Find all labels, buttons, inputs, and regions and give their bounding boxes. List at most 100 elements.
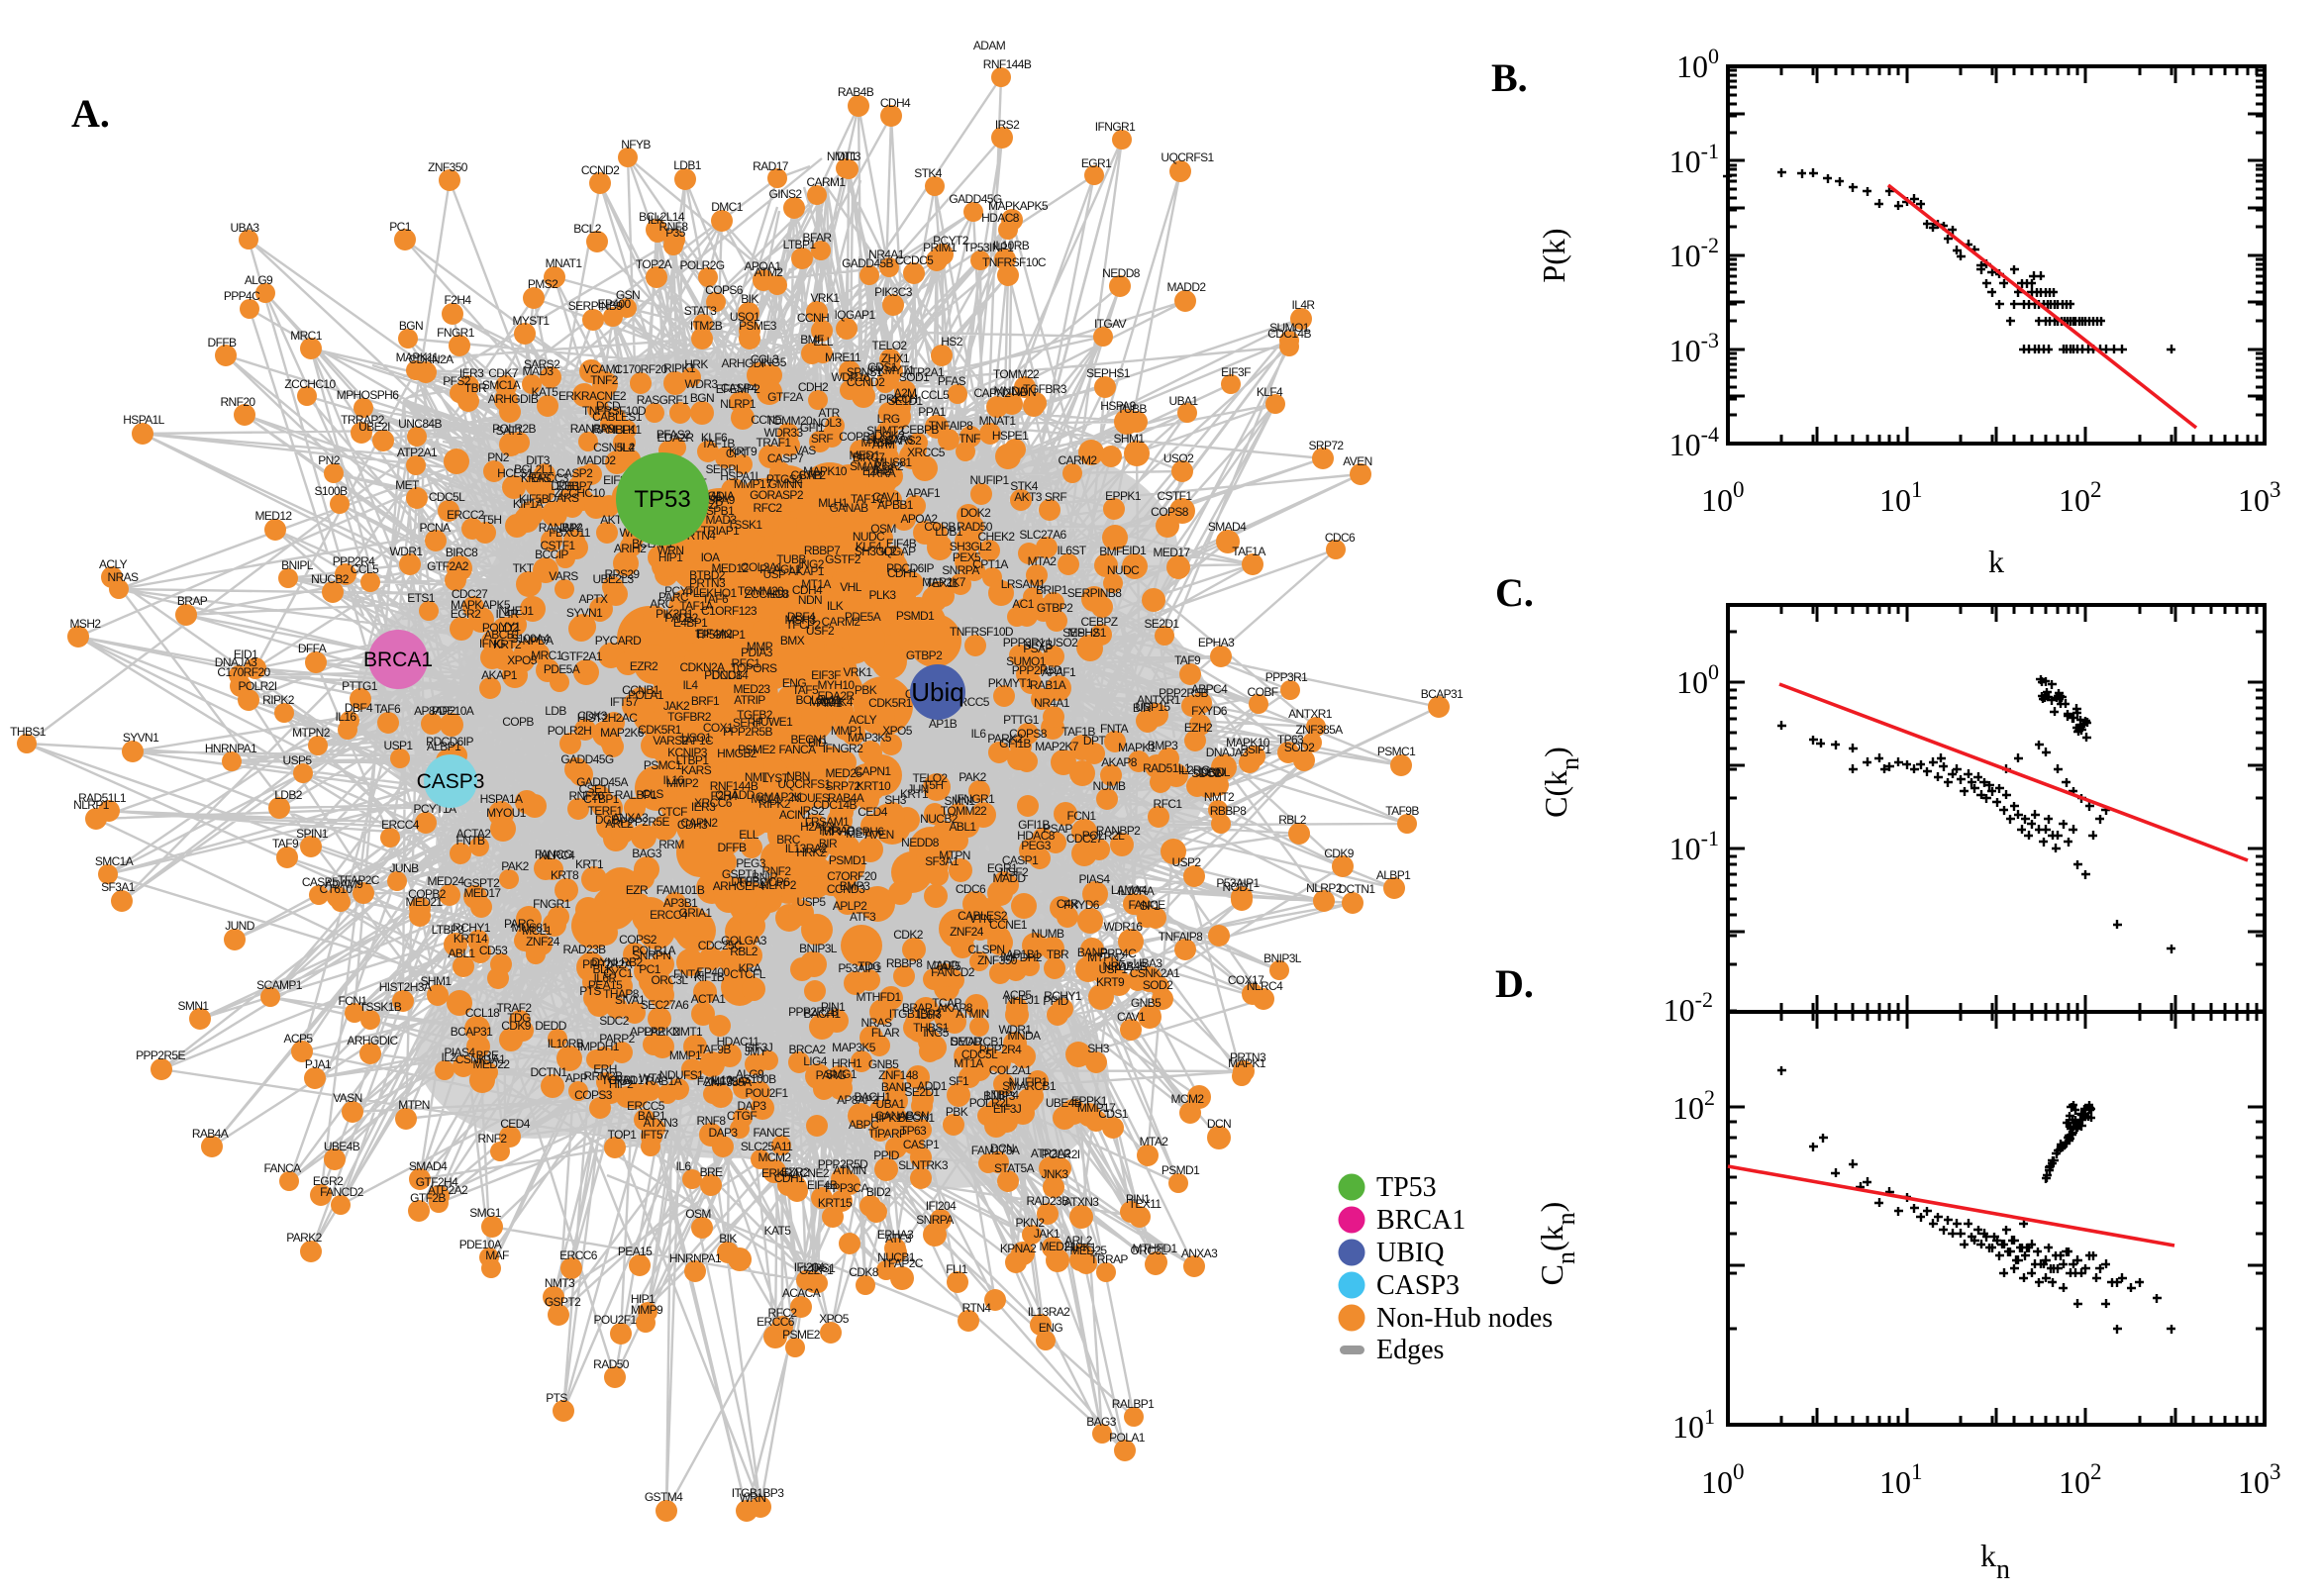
svg-text:NPDA: NPDA <box>523 634 555 648</box>
svg-text:FANCG: FANCG <box>535 848 573 861</box>
svg-text:CAPN1: CAPN1 <box>854 764 891 778</box>
svg-text:PDCD6IP: PDCD6IP <box>886 561 934 575</box>
svg-text:USP1: USP1 <box>1099 962 1129 976</box>
svg-text:PDCD1: PDCD1 <box>704 668 743 682</box>
svg-text:MAP4K4: MAP4K4 <box>809 695 854 709</box>
svg-text:ATP2A1: ATP2A1 <box>904 365 945 379</box>
svg-text:NDUFS: NDUFS <box>791 791 830 805</box>
svg-text:MMP9: MMP9 <box>631 1303 663 1317</box>
svg-text:TP63: TP63 <box>900 1124 927 1138</box>
svg-text:WRN: WRN <box>740 1491 766 1505</box>
svg-text:IL4R: IL4R <box>1292 298 1316 312</box>
svg-text:KRAS: KRAS <box>521 471 552 485</box>
svg-text:CDK5R1: CDK5R1 <box>638 723 682 737</box>
svg-text:SLC27A6: SLC27A6 <box>1019 528 1066 542</box>
svg-text:TNFRSF10D: TNFRSF10D <box>950 625 1014 639</box>
svg-text:BRC: BRC <box>776 833 800 847</box>
svg-text:EIF3J: EIF3J <box>745 1041 773 1054</box>
svg-text:CDK8: CDK8 <box>849 1265 879 1279</box>
svg-text:ZHX1: ZHX1 <box>881 351 910 365</box>
svg-text:CSE1L: CSE1L <box>578 782 614 796</box>
svg-text:ACP5: ACP5 <box>284 1032 314 1046</box>
svg-text:RNF2: RNF2 <box>762 864 792 878</box>
svg-text:NUFIP1: NUFIP1 <box>1008 1075 1048 1089</box>
svg-text:CT610: CT610 <box>319 882 353 896</box>
svg-text:SLC27A6: SLC27A6 <box>865 433 913 447</box>
svg-text:MMP17: MMP17 <box>734 477 772 491</box>
svg-text:MAF: MAF <box>485 1248 509 1262</box>
svg-text:IL6: IL6 <box>676 1159 692 1173</box>
svg-text:MRC1: MRC1 <box>290 329 323 343</box>
svg-text:MED1: MED1 <box>850 449 881 462</box>
svg-text:SMC1A: SMC1A <box>95 854 134 868</box>
svg-text:EPHA3: EPHA3 <box>877 1228 914 1242</box>
svg-text:LAMA4: LAMA4 <box>1111 883 1148 897</box>
svg-text:GSTM4: GSTM4 <box>645 1490 683 1504</box>
svg-text:RFC1: RFC1 <box>1154 797 1183 811</box>
svg-text:LTBP3: LTBP3 <box>432 923 465 937</box>
svg-text:MAP2K6: MAP2K6 <box>600 726 645 740</box>
svg-text:VAS: VAS <box>794 444 816 457</box>
svg-text:GSPT2: GSPT2 <box>463 876 500 890</box>
svg-text:DCTN1: DCTN1 <box>1338 882 1375 896</box>
svg-text:MYH10: MYH10 <box>817 678 855 692</box>
svg-text:IMPDH1: IMPDH1 <box>577 1040 620 1053</box>
svg-text:ATP2A2: ATP2A2 <box>428 1183 468 1197</box>
svg-text:CSTF1: CSTF1 <box>540 539 575 552</box>
svg-text:PSIP1: PSIP1 <box>1240 743 1271 756</box>
svg-text:TP53: TP53 <box>634 486 690 513</box>
svg-text:USP15: USP15 <box>1135 700 1170 714</box>
svg-text:ITGB1BP3: ITGB1BP3 <box>889 1007 942 1021</box>
svg-text:IFNGR1: IFNGR1 <box>955 792 995 806</box>
svg-text:GSN: GSN <box>905 1109 929 1123</box>
svg-text:LTBP1: LTBP1 <box>783 238 817 251</box>
svg-text:BLK: BLK <box>593 962 614 976</box>
svg-text:PARK2: PARK2 <box>987 732 1023 746</box>
svg-text:TRRAP: TRRAP <box>1090 1252 1128 1266</box>
svg-text:GMAP2K: GMAP2K <box>756 790 802 804</box>
svg-text:BMF: BMF <box>1099 545 1123 558</box>
svg-text:STAT5A: STAT5A <box>994 1161 1035 1175</box>
svg-text:ARIH2: ARIH2 <box>614 542 647 555</box>
svg-text:MED17: MED17 <box>463 886 501 900</box>
svg-text:RAD51L1: RAD51L1 <box>78 791 127 805</box>
svg-text:NLRC4: NLRC4 <box>1247 979 1283 993</box>
svg-text:RNF144B: RNF144B <box>983 57 1032 71</box>
svg-text:TAF6: TAF6 <box>702 592 729 606</box>
svg-text:CCNE1: CCNE1 <box>989 918 1028 932</box>
svg-text:CDK9: CDK9 <box>1324 847 1355 860</box>
svg-text:JNK3: JNK3 <box>1042 1167 1069 1181</box>
svg-text:CAPN2: CAPN2 <box>973 386 1011 400</box>
svg-text:BAG3: BAG3 <box>1086 1415 1117 1429</box>
svg-text:SOD2: SOD2 <box>1284 741 1315 754</box>
svg-text:EID1: EID1 <box>234 648 258 661</box>
svg-text:SMAD4: SMAD4 <box>409 1159 448 1173</box>
svg-text:PALB2: PALB2 <box>664 611 698 625</box>
svg-text:CDH3: CDH3 <box>677 818 708 832</box>
svg-text:ERCC5: ERCC5 <box>627 1099 665 1113</box>
svg-text:POLR1A: POLR1A <box>632 944 675 957</box>
svg-text:IMPDH2: IMPDH2 <box>1000 950 1043 964</box>
svg-text:WRN: WRN <box>657 544 684 557</box>
svg-text:KRA: KRA <box>739 961 761 975</box>
svg-text:CCND2: CCND2 <box>847 375 885 389</box>
svg-text:TAF9: TAF9 <box>272 837 299 850</box>
svg-text:UQCRFS1: UQCRFS1 <box>777 777 831 791</box>
svg-text:SMN1: SMN1 <box>178 999 210 1013</box>
svg-text:CDK3: CDK3 <box>577 709 608 723</box>
svg-text:PFAS2: PFAS2 <box>656 428 691 442</box>
svg-text:ARHGDIC: ARHGDIC <box>347 1034 398 1047</box>
svg-text:KRT1: KRT1 <box>900 787 929 801</box>
svg-text:USP2: USP2 <box>1172 855 1202 869</box>
svg-text:TELO2: TELO2 <box>912 771 948 785</box>
svg-text:NMT3: NMT3 <box>545 1276 575 1290</box>
svg-text:PARP2: PARP2 <box>599 1032 635 1046</box>
svg-text:CLS: CLS <box>642 787 663 801</box>
svg-text:FAM101B: FAM101B <box>656 883 705 897</box>
svg-text:USP1: USP1 <box>384 739 414 752</box>
svg-text:ABL1: ABL1 <box>449 947 476 960</box>
svg-text:MNDA: MNDA <box>994 384 1028 398</box>
svg-text:ARC: ARC <box>650 597 673 611</box>
svg-text:CABLES2: CABLES2 <box>958 909 1008 923</box>
svg-text:PEG3: PEG3 <box>736 856 766 870</box>
